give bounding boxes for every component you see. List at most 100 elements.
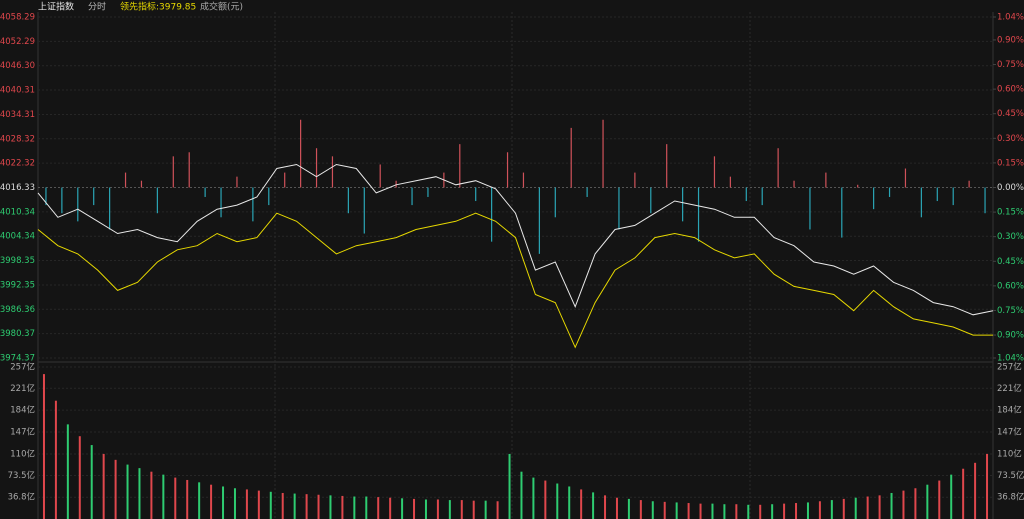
volume-bar [544, 480, 547, 519]
indicator-bar [888, 187, 891, 197]
y2-tick-label: 36.8亿 [997, 492, 1024, 503]
indicator-bar [634, 172, 636, 188]
indicator-bar [825, 172, 827, 188]
volume-bar [424, 499, 427, 519]
y2-tick-label: 0.30% [997, 134, 1024, 144]
volume-bar [663, 501, 666, 519]
volume-bar [854, 497, 857, 519]
y-tick-label: 4016.33 [0, 183, 35, 193]
volume-bar [675, 502, 678, 519]
volume-bar [174, 477, 177, 519]
volume-bar [890, 492, 893, 519]
price-line [37, 163, 994, 316]
indicator-bar [682, 187, 684, 222]
indicator-bar [156, 187, 158, 214]
volume-bar [233, 488, 236, 519]
indicator-bar [968, 180, 970, 188]
indicator-bar [618, 187, 620, 230]
y2-tick-label: 0.75% [997, 60, 1024, 70]
y-tick-label: 3992.35 [0, 280, 35, 290]
volume-bar [687, 503, 690, 519]
volume-bar [341, 495, 344, 519]
indicator-bar [315, 148, 318, 188]
y2-tick-label: 0.75% [997, 306, 1024, 316]
indicator-bar [300, 119, 302, 188]
volume-bar [735, 504, 738, 519]
y2-tick-label: 0.90% [997, 35, 1024, 45]
y-tick-label: 3974.37 [0, 354, 35, 364]
y-tick-label: 257亿 [10, 362, 35, 373]
volume-bar [257, 490, 260, 519]
volume-bar [711, 503, 714, 519]
volume-bar [806, 502, 809, 519]
y2-tick-label: 0.90% [997, 331, 1024, 341]
indicator-bar [491, 187, 493, 242]
y-tick-label: 4034.31 [0, 110, 35, 120]
leading-indicator: 领先指标:3979.85 [120, 1, 196, 13]
indicator-bar [697, 187, 700, 242]
y-tick-label: 73.5亿 [8, 470, 35, 481]
indicator-bar [331, 156, 334, 188]
indicator-bar [347, 187, 349, 214]
y-tick-label: 4052.29 [0, 37, 35, 47]
volume-bar [389, 497, 392, 519]
indicator-bar [952, 187, 954, 206]
indicator-bar [936, 187, 938, 202]
index-name: 上证指数 [38, 1, 74, 13]
volume-bar [902, 490, 905, 519]
volume-bar [269, 491, 272, 519]
volume-bar [974, 462, 977, 519]
volume-bar [138, 468, 141, 519]
price-line [37, 212, 993, 349]
volume-bar [830, 500, 833, 519]
period: 分时 [88, 1, 106, 13]
volume-bar [484, 500, 487, 519]
indicator-bar [459, 144, 461, 188]
y2-tick-label: 257亿 [997, 362, 1022, 373]
volume-bar [783, 503, 786, 519]
y2-tick-label: 0.30% [997, 232, 1024, 242]
volume-bar [222, 486, 225, 519]
volume-bar [114, 459, 117, 519]
y-tick-label: 4046.30 [0, 61, 35, 71]
volume-bar [759, 504, 762, 519]
y2-tick-label: 0.15% [997, 208, 1024, 218]
y2-tick-label: 73.5亿 [997, 470, 1024, 481]
volume-bar [448, 500, 451, 519]
indicator-bar [379, 164, 381, 188]
indicator-bar [252, 187, 254, 222]
volume-bar [305, 494, 308, 519]
indicator-bar [745, 187, 747, 202]
indicator-bar [554, 187, 556, 218]
y-tick-label: 3986.36 [0, 305, 35, 315]
indicator-bar [427, 187, 429, 197]
indicator-bar [77, 187, 79, 222]
indicator-bar [857, 184, 859, 188]
indicator-bar [713, 156, 716, 188]
indicator-bar [841, 187, 843, 238]
y2-tick-label: 0.00% [997, 183, 1024, 193]
volume-bar [866, 496, 869, 519]
volume-bar [210, 484, 213, 519]
volume-bar [508, 453, 511, 519]
y-tick-label: 3980.37 [0, 329, 35, 339]
indicator-bar [268, 187, 270, 206]
indicator-bar [475, 187, 477, 202]
volume-bar [317, 494, 320, 519]
volume-bar [329, 495, 332, 519]
volume-bar [914, 488, 917, 519]
indicator-bar [904, 168, 907, 188]
indicator-bar [395, 180, 397, 188]
volume-bar [986, 453, 989, 519]
volume-bar [842, 498, 845, 519]
indicator-bar [570, 127, 572, 188]
volume-bar [401, 498, 404, 519]
y2-tick-label: 0.15% [997, 158, 1024, 168]
y-tick-label: 4004.34 [0, 232, 35, 242]
indicator-bar [873, 187, 875, 210]
y-tick-label: 3998.35 [0, 256, 35, 266]
indicator-bar [140, 180, 143, 188]
volume-bar [377, 497, 380, 519]
y-tick-label: 36.8亿 [8, 492, 35, 503]
